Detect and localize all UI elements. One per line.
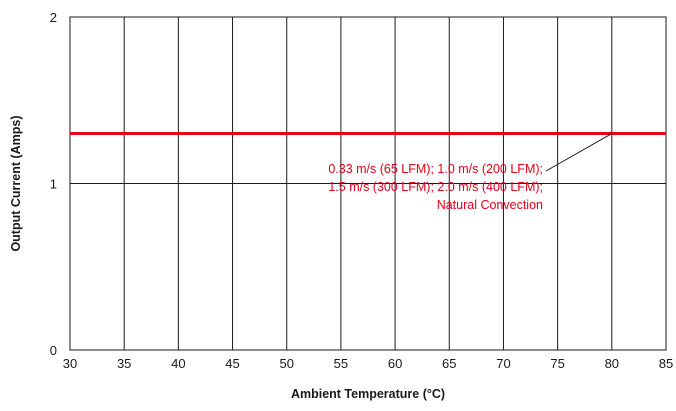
x-tick-label: 85 [659, 356, 673, 371]
y-tick-label: 0 [50, 343, 57, 358]
x-tick-label: 35 [117, 356, 131, 371]
grid [70, 17, 666, 350]
x-tick-labels: 30 35 40 45 50 55 60 65 70 75 80 85 [63, 356, 673, 371]
x-tick-label: 70 [496, 356, 510, 371]
annotation-text-line: 0.33 m/s (65 LFM); 1.0 m/s (200 LFM); [328, 162, 543, 176]
y-tick-labels: 0 1 2 [50, 10, 57, 358]
y-tick-label: 1 [50, 177, 57, 192]
x-tick-label: 60 [388, 356, 402, 371]
plot-frame [69, 16, 667, 351]
annotation-text-line: Natural Convection [437, 198, 543, 212]
x-tick-label: 30 [63, 356, 77, 371]
x-tick-label: 80 [605, 356, 619, 371]
x-tick-label: 75 [550, 356, 564, 371]
annotation: 0.33 m/s (65 LFM); 1.0 m/s (200 LFM); 1.5… [328, 133, 613, 212]
x-tick-label: 50 [279, 356, 293, 371]
x-axis-title: Ambient Temperature (°C) [291, 387, 445, 401]
x-tick-label: 40 [171, 356, 185, 371]
y-axis-title: Output Current (Amps) [9, 115, 23, 251]
x-tick-label: 65 [442, 356, 456, 371]
y-tick-label: 2 [50, 10, 57, 25]
annotation-text-line: 1.5 m/s (300 LFM); 2.0 m/s (400 LFM); [328, 180, 543, 194]
x-tick-label: 45 [225, 356, 239, 371]
x-tick-label: 55 [334, 356, 348, 371]
annotation-leader-line [545, 133, 613, 172]
